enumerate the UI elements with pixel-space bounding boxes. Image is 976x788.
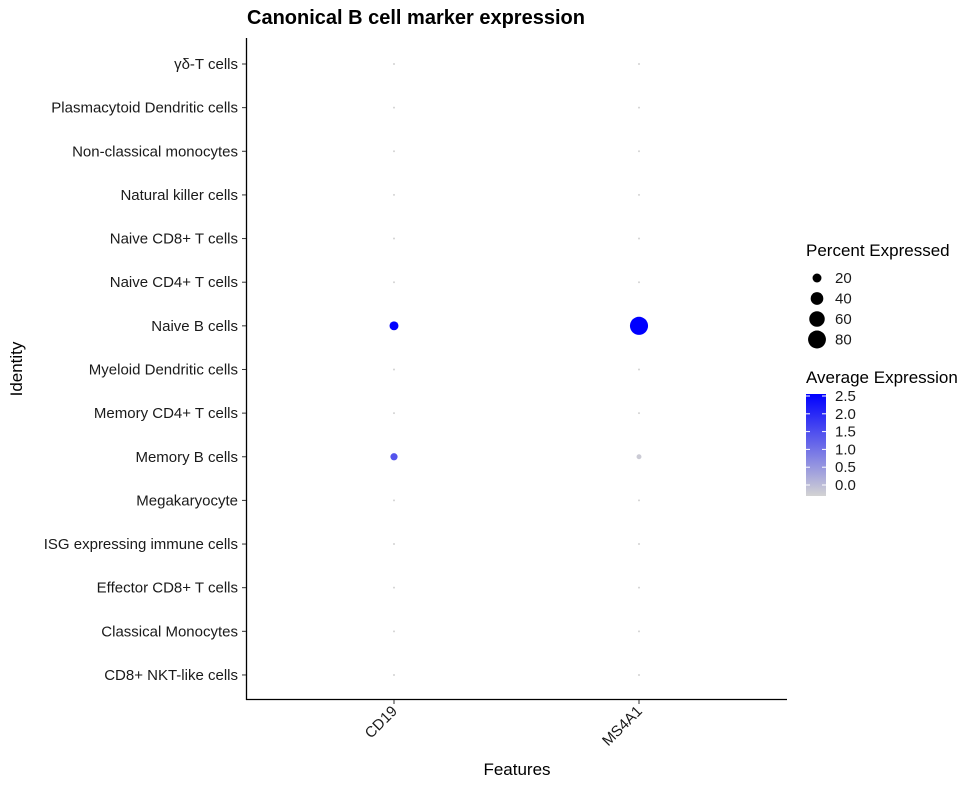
- y-tick-label: Plasmacytoid Dendritic cells: [51, 100, 238, 117]
- color-legend-title: Average Expression: [806, 368, 958, 387]
- color-legend-label: 2.0: [835, 406, 856, 423]
- color-legend-label: 1.0: [835, 441, 856, 458]
- data-points: [389, 63, 649, 676]
- dot: [393, 673, 395, 676]
- y-tick-label: Memory CD4+ T cells: [94, 405, 238, 422]
- size-legend-label: 60: [835, 311, 852, 328]
- y-axis-title: Identity: [7, 341, 26, 396]
- dot: [393, 63, 395, 65]
- color-legend-label: 0.5: [835, 459, 856, 476]
- dot: [638, 630, 640, 633]
- y-tick-label: Effector CD8+ T cells: [97, 580, 238, 597]
- dot: [638, 499, 640, 502]
- dot: [393, 586, 395, 589]
- size-legend-label: 20: [835, 270, 852, 287]
- dot: [638, 237, 640, 240]
- color-legend-bar: [806, 394, 826, 496]
- dot: [638, 63, 640, 65]
- x-tick-labels: CD19 MS4A1: [362, 703, 646, 750]
- x-tick-label: CD19: [362, 703, 401, 742]
- y-tick-label: γδ-T cells: [174, 56, 238, 73]
- dot: [629, 316, 649, 335]
- y-tick-label: ISG expressing immune cells: [44, 536, 238, 553]
- y-tick-label: Naive B cells: [151, 318, 238, 335]
- x-axis-title: Features: [483, 760, 550, 779]
- y-tick-label: Megakaryocyte: [136, 492, 238, 509]
- dot: [393, 543, 395, 546]
- y-tick-label: CD8+ NKT-like cells: [104, 667, 238, 684]
- dot: [638, 673, 640, 676]
- y-tick-labels: γδ-T cells Plasmacytoid Dendritic cells No…: [44, 56, 238, 684]
- size-legend-dot: [810, 292, 824, 305]
- y-tick-label: Classical Monocytes: [101, 623, 238, 640]
- color-legend-label: 0.0: [835, 477, 856, 494]
- size-legend-dot: [812, 273, 822, 283]
- dot: [638, 412, 640, 415]
- color-legend-label: 1.5: [835, 424, 856, 441]
- size-legend: Percent Expressed 20 40 60 80: [806, 241, 950, 349]
- y-tick-label: Memory B cells: [135, 449, 238, 466]
- y-tick-label: Naive CD8+ T cells: [110, 231, 238, 248]
- y-tick-marks: [242, 63, 246, 676]
- dot: [638, 543, 640, 546]
- chart-title: Canonical B cell marker expression: [247, 7, 585, 29]
- y-tick-label: Naive CD4+ T cells: [110, 274, 238, 291]
- size-legend-title: Percent Expressed: [806, 241, 950, 260]
- y-tick-label: Non-classical monocytes: [72, 143, 238, 160]
- x-tick-label: MS4A1: [599, 703, 646, 750]
- dot: [393, 237, 395, 240]
- dot: [638, 586, 640, 589]
- dot: [393, 368, 395, 371]
- size-legend-label: 80: [835, 332, 852, 349]
- x-tick-marks: [393, 700, 640, 704]
- size-legend-label: 40: [835, 291, 852, 308]
- dot: [638, 150, 640, 153]
- dot: [638, 368, 640, 371]
- dot: [638, 281, 640, 284]
- size-legend-dot: [809, 311, 825, 327]
- dot: [393, 193, 395, 196]
- dot: [393, 499, 395, 502]
- dot: [389, 321, 399, 331]
- y-tick-label: Myeloid Dendritic cells: [89, 361, 238, 378]
- y-tick-label: Natural killer cells: [120, 187, 238, 204]
- dot: [638, 106, 640, 109]
- dot: [638, 193, 640, 196]
- dot: [393, 150, 395, 153]
- dot: [393, 281, 395, 284]
- dot: [393, 106, 395, 109]
- dot: [393, 412, 395, 415]
- size-legend-dot: [808, 330, 826, 349]
- dot: [393, 630, 395, 633]
- color-legend-label: 2.5: [835, 388, 856, 405]
- dot: [390, 453, 398, 461]
- dot: [636, 454, 642, 460]
- color-legend: Average Expression 2.52.01.51.00.50.0: [806, 368, 958, 496]
